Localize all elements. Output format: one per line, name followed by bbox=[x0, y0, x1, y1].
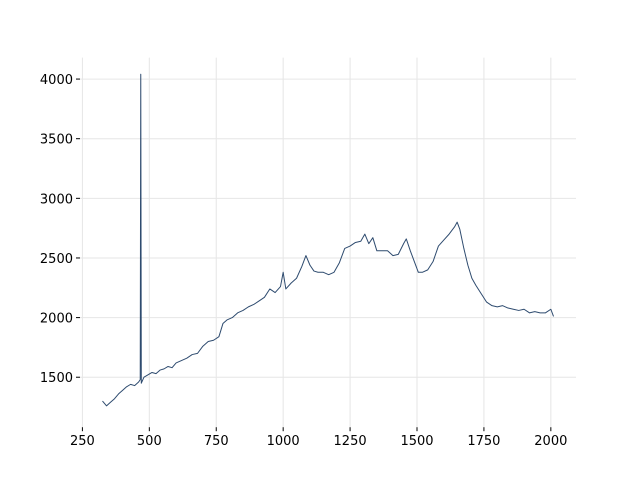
y-tick-label: 4000 bbox=[40, 73, 73, 88]
y-tick-label: 3000 bbox=[40, 192, 73, 207]
y-tick-label: 3500 bbox=[40, 133, 73, 148]
x-tick-label: 1500 bbox=[400, 434, 433, 449]
x-tick-label: 500 bbox=[137, 434, 162, 449]
x-tick-label: 1250 bbox=[334, 434, 367, 449]
x-tick-label: 750 bbox=[204, 434, 229, 449]
y-tick-label: 1500 bbox=[40, 371, 73, 386]
x-tick-label: 1000 bbox=[267, 434, 300, 449]
x-tick-label: 1750 bbox=[467, 434, 500, 449]
y-tick-label: 2000 bbox=[40, 312, 73, 327]
x-tick-label: 250 bbox=[70, 434, 95, 449]
data-line bbox=[102, 73, 554, 407]
x-tick-label: 2000 bbox=[534, 434, 567, 449]
y-tick-label: 2500 bbox=[40, 252, 73, 267]
